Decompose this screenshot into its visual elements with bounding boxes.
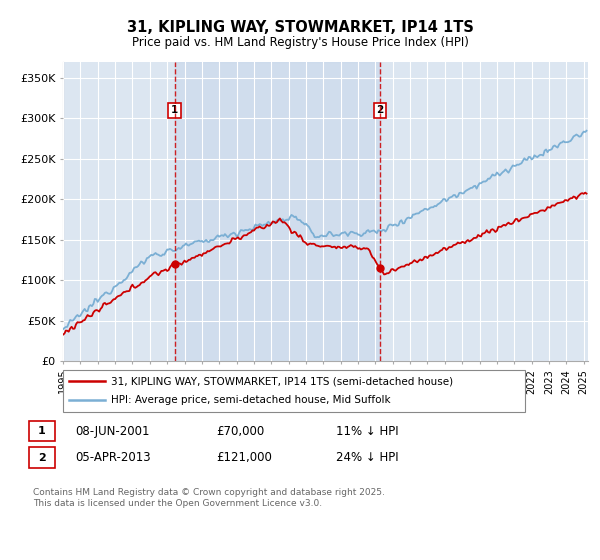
Text: 24% ↓ HPI: 24% ↓ HPI <box>336 451 398 464</box>
Text: Price paid vs. HM Land Registry's House Price Index (HPI): Price paid vs. HM Land Registry's House … <box>131 36 469 49</box>
Bar <box>175 62 380 361</box>
Text: Contains HM Land Registry data © Crown copyright and database right 2025.
This d: Contains HM Land Registry data © Crown c… <box>33 488 385 508</box>
Text: 31, KIPLING WAY, STOWMARKET, IP14 1TS: 31, KIPLING WAY, STOWMARKET, IP14 1TS <box>127 20 473 35</box>
Text: 08-JUN-2001: 08-JUN-2001 <box>75 424 149 438</box>
Text: 05-APR-2013: 05-APR-2013 <box>75 451 151 464</box>
Text: 2: 2 <box>376 105 383 115</box>
Text: 11% ↓ HPI: 11% ↓ HPI <box>336 424 398 438</box>
Text: 1: 1 <box>38 426 46 436</box>
Text: £121,000: £121,000 <box>216 451 272 464</box>
Text: 31, KIPLING WAY, STOWMARKET, IP14 1TS (semi-detached house): 31, KIPLING WAY, STOWMARKET, IP14 1TS (s… <box>111 376 453 386</box>
Text: £70,000: £70,000 <box>216 424 264 438</box>
Text: 2: 2 <box>38 452 46 463</box>
Text: 1: 1 <box>171 105 178 115</box>
Text: HPI: Average price, semi-detached house, Mid Suffolk: HPI: Average price, semi-detached house,… <box>111 395 391 405</box>
